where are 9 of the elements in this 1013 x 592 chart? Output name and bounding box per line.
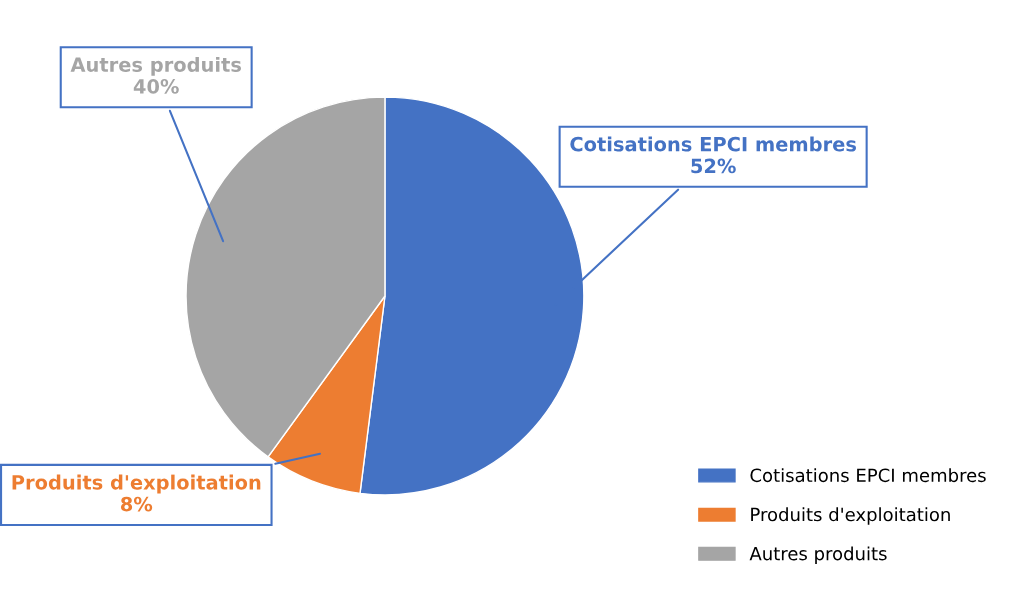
legend-label: Produits d'exploitation (751, 507, 950, 525)
slice-label: Autres produits (70, 56, 242, 76)
slice-label: Produits d'exploitation (12, 474, 261, 494)
data-label: 40% (133, 79, 179, 94)
slice-label: Cotisations EPCI membres (570, 136, 857, 152)
data-label: 8% (120, 496, 153, 512)
legend-label: Autres produits (749, 546, 887, 564)
data-label: 52% (691, 158, 736, 174)
legend-label: Cotisations EPCI membres (750, 468, 986, 483)
